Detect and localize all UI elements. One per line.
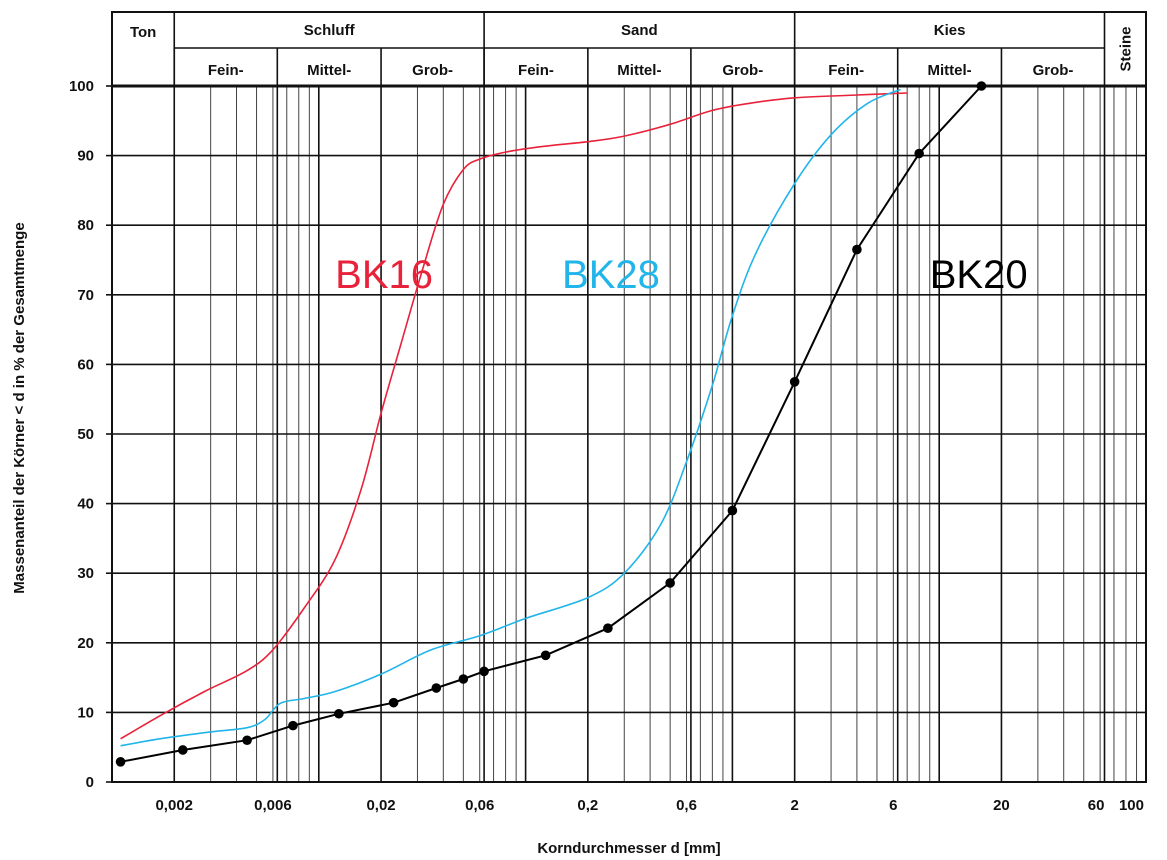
y-tick-label: 20: [77, 635, 94, 652]
data-point-bk20: [288, 720, 298, 731]
series-label-bk20: BK20: [930, 253, 1028, 297]
subheader-label: Fein-: [208, 62, 244, 79]
x-tick-label: 0,02: [366, 797, 395, 814]
header-label-sand: Sand: [621, 22, 658, 39]
data-point-bk20: [789, 377, 800, 387]
grid-lines: [112, 84, 1146, 782]
subheader-label: Mittel-: [927, 62, 971, 79]
data-point-bk20: [976, 81, 987, 91]
data-point-bk20: [479, 666, 489, 677]
subheader-label: Mittel-: [307, 62, 351, 79]
y-tick-labels: 0 10 20 30 40 50 60 70 80 90 100: [69, 78, 112, 791]
series-line-bk16: [120, 92, 908, 740]
x-tick-label: 60: [1088, 797, 1105, 814]
y-tick-label: 0: [86, 774, 94, 791]
data-point-bk20: [727, 505, 738, 516]
y-tick-label: 100: [69, 78, 94, 95]
y-tick-label: 80: [77, 217, 94, 234]
subheader-label: Grob-: [722, 62, 763, 79]
y-tick-label: 70: [77, 287, 94, 304]
subheader-label: Fein-: [518, 62, 554, 79]
subheader-label: Grob-: [412, 62, 453, 79]
series-label-bk16: BK16: [335, 253, 433, 297]
x-tick-label: 0,2: [577, 797, 598, 814]
y-tick-label: 40: [77, 496, 94, 513]
x-tick-label: 0,002: [155, 797, 193, 814]
header-label-steine: Steine: [1117, 26, 1134, 71]
x-axis-label: Korndurchmesser d [mm]: [537, 840, 720, 857]
subheader-label: Grob-: [1033, 62, 1074, 79]
data-point-bk20: [388, 697, 399, 708]
data-point-bk20: [603, 623, 613, 633]
subheader-label: Fein-: [828, 62, 864, 79]
series-label-bk28: BK28: [562, 253, 660, 297]
data-point-bk20: [852, 244, 862, 255]
header-label-ton: Ton: [130, 24, 156, 41]
data-point-bk20: [334, 708, 344, 719]
x-tick-label: 0,6: [676, 797, 697, 814]
x-tick-label: 6: [889, 797, 897, 814]
header-label-schluff: Schluff: [304, 22, 356, 39]
x-tick-label: 0,006: [254, 797, 292, 814]
data-point-bk20: [540, 650, 551, 661]
x-tick-label: 20: [993, 797, 1010, 814]
data-point-bk20: [178, 745, 188, 755]
data-point-bk20: [914, 148, 924, 159]
subheader-label: Mittel-: [617, 62, 661, 79]
series-line-bk28: [120, 88, 901, 747]
header-label-kies: Kies: [934, 22, 966, 39]
data-point-bk20: [431, 683, 442, 693]
y-axis-label: Massenanteil der Körner < d in % der Ges…: [11, 222, 28, 593]
data-point-bk20: [242, 735, 252, 746]
y-tick-label: 60: [77, 356, 94, 373]
data-series: BK16 BK28 BK20: [115, 81, 1028, 767]
x-tick-label: 0,06: [465, 797, 494, 814]
soil-class-header: Ton Schluff Sand Kies Steine Fein- Mittel- Grob…: [111, 12, 1134, 86]
x-tick-labels: 0,002 0,006 0,02 0,06 0,2 0,6 2 6 20 60 100: [155, 797, 1144, 814]
data-point-bk20: [458, 674, 469, 684]
data-point-bk20: [115, 757, 126, 767]
y-tick-label: 30: [77, 565, 94, 582]
plot-frame: [111, 11, 1147, 783]
data-point-bk20: [665, 578, 675, 588]
y-tick-label: 90: [77, 148, 94, 165]
x-tick-label: 2: [790, 797, 798, 814]
y-tick-label: 10: [77, 704, 94, 721]
y-tick-label: 50: [77, 426, 94, 443]
x-tick-label: 100: [1119, 797, 1144, 814]
